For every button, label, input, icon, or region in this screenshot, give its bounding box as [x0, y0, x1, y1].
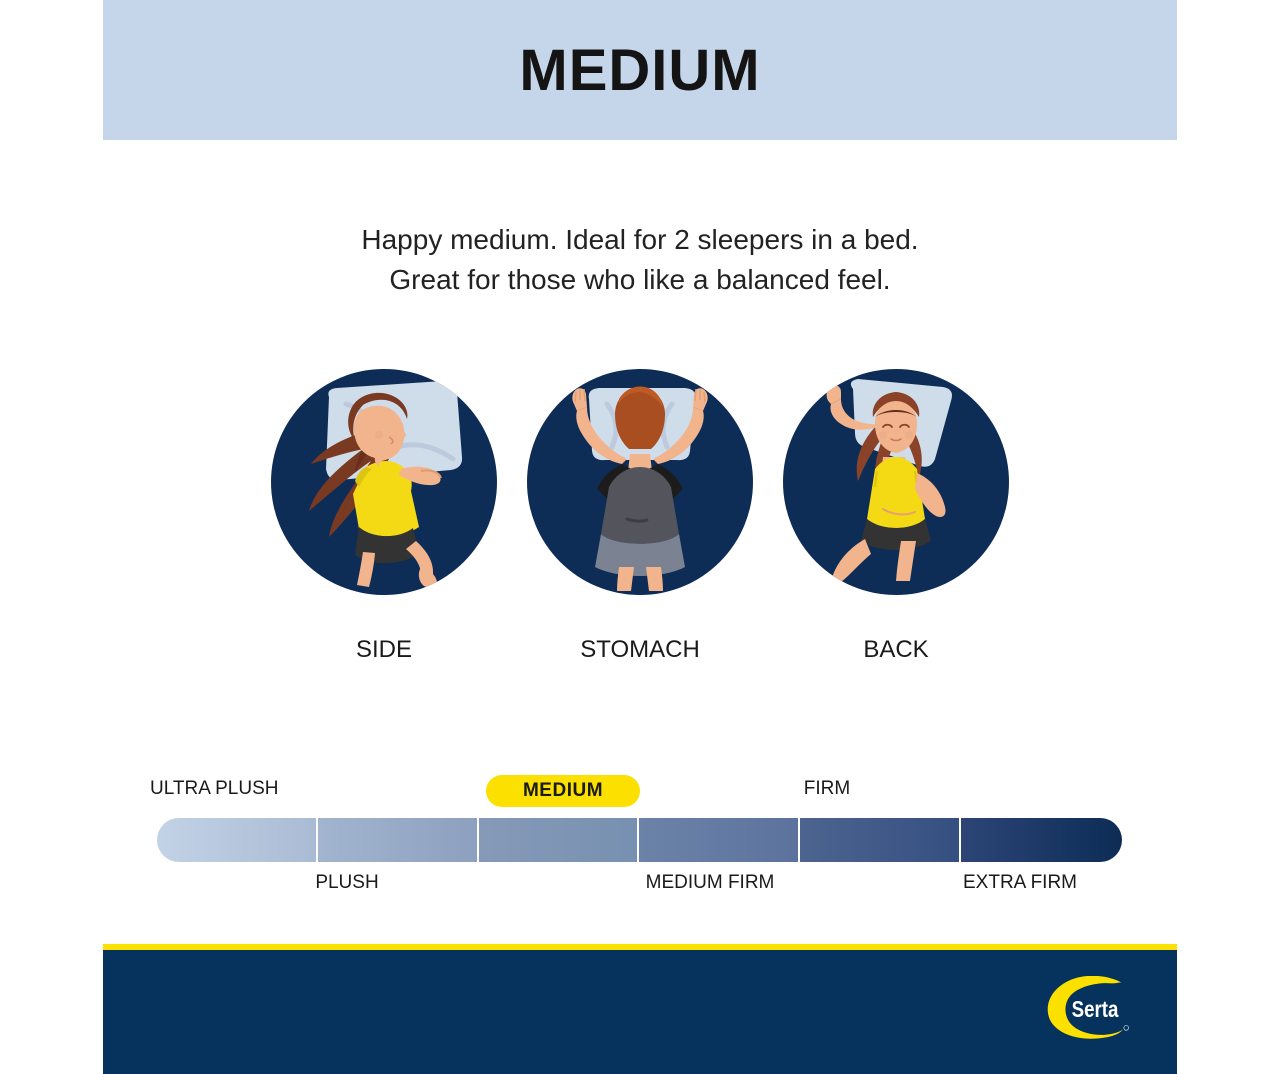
svg-text:Serta: Serta: [1072, 997, 1119, 1022]
